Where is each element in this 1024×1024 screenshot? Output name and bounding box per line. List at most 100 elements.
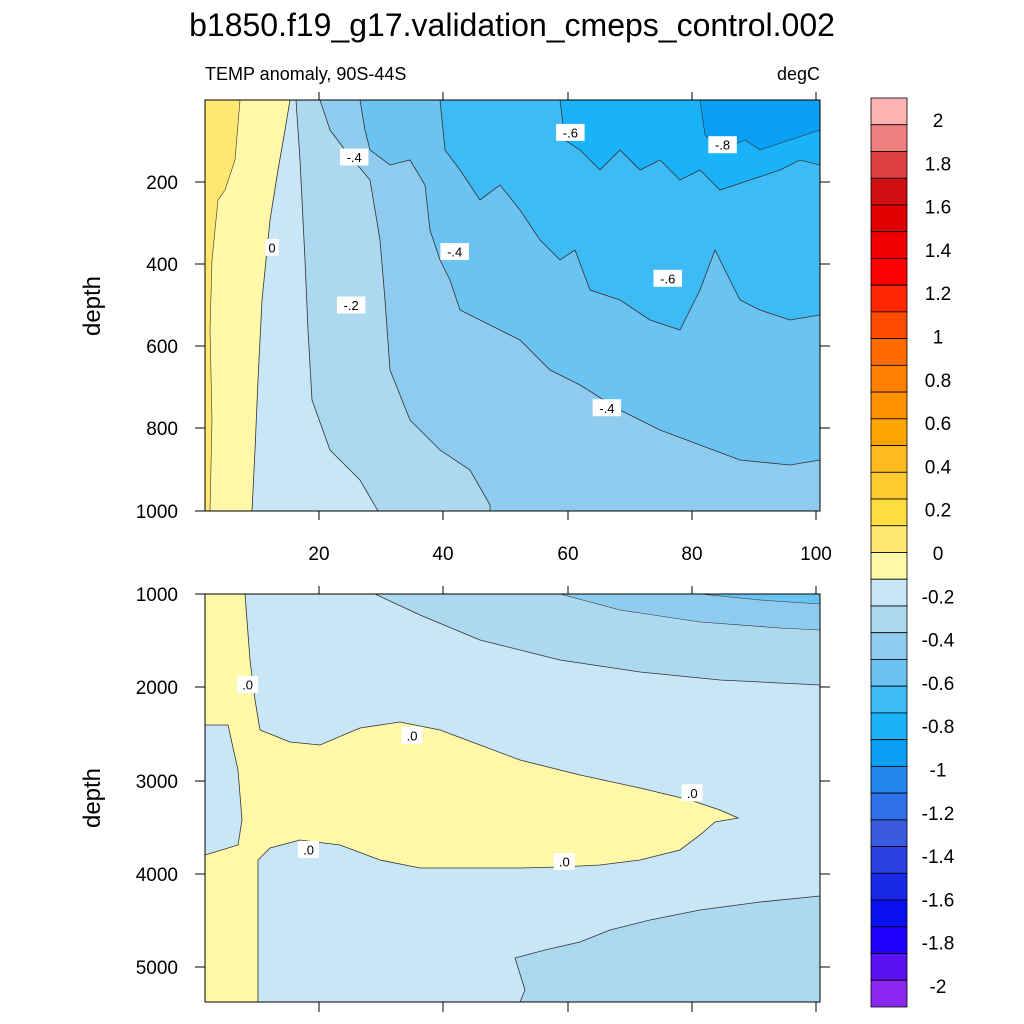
contour-label-bg <box>592 399 622 417</box>
colorbar-swatch <box>870 552 908 580</box>
colorbar-swatch <box>870 391 908 420</box>
colorbar-swatch <box>870 765 908 794</box>
colorbar-swatch <box>870 792 908 821</box>
contour-label-bg <box>556 123 585 141</box>
figure-title: b1850.f19_g17.validation_cmeps_control.0… <box>189 7 835 43</box>
colorbar-swatch <box>870 97 908 126</box>
colorbar-swatch <box>870 953 908 981</box>
colorbar-label: 1.4 <box>925 241 952 262</box>
top-subtitle-right: degC <box>777 64 820 84</box>
top-xtick-label: 40 <box>432 544 453 565</box>
contour-label-bg <box>553 852 575 870</box>
bottom-ytick-label: 4000 <box>136 865 178 886</box>
top-ytick-label: 800 <box>146 419 178 440</box>
top-ytick-label: 600 <box>146 337 178 358</box>
colorbar-swatch <box>870 578 908 607</box>
colorbar-swatch <box>870 846 908 874</box>
colorbar-label: 1 <box>933 328 944 349</box>
colorbar-swatch <box>870 819 908 847</box>
colorbar-swatch <box>870 739 908 767</box>
top-xaxis: 20 40 60 80 100 <box>308 92 832 565</box>
colorbar-label: -0.4 <box>922 631 955 652</box>
contour-label: -.6 <box>660 271 675 286</box>
colorbar-swatch <box>870 685 908 714</box>
top-ylabel: depth <box>79 276 106 336</box>
colorbar: 2 1.8 1.6 1.4 1.2 1 0.8 0.6 0.4 0.2 0 -0.2 -0.4 -0.6 -… <box>870 97 955 1008</box>
contour-label-bg <box>708 136 737 154</box>
colorbar-label: 1.8 <box>925 154 951 175</box>
top-plot-frame <box>204 99 821 512</box>
colorbar-swatch <box>870 418 908 446</box>
colorbar-label: 1.6 <box>925 198 951 219</box>
contour-label: -.6 <box>563 125 578 140</box>
top-subtitle-left: TEMP anomaly, 90S-44S <box>205 64 406 84</box>
contour-label-bg <box>237 675 259 693</box>
top-xtick-label: 20 <box>308 544 329 565</box>
colorbar-swatch <box>870 471 908 500</box>
colorbar-label: -0.6 <box>922 674 955 695</box>
colorbar-label: 2 <box>933 111 944 132</box>
top-xtick-label: 80 <box>681 544 702 565</box>
colorbar-swatch <box>870 979 908 1008</box>
contour-label-bg <box>440 243 469 261</box>
colorbar-swatch <box>870 712 908 741</box>
top-ytick-label: 200 <box>146 173 178 194</box>
bottom-ytick-label: 2000 <box>136 678 178 699</box>
top-panel: TEMP anomaly, 90S-44S degC depth <box>79 64 832 565</box>
colorbar-swatch <box>870 659 908 687</box>
colorbar-swatch <box>870 632 908 660</box>
contour-label-bg <box>336 296 366 314</box>
colorbar-swatch <box>870 364 908 393</box>
contour-label: -.4 <box>447 245 462 260</box>
contour-label: 0 <box>268 240 275 255</box>
top-contour-fills <box>205 100 820 511</box>
contour-label: -.8 <box>715 138 730 153</box>
contour-label: -.4 <box>347 150 362 165</box>
colorbar-label: 0.2 <box>925 501 951 522</box>
top-xtick-label: 60 <box>557 544 578 565</box>
top-xtick-label: 100 <box>800 544 832 565</box>
colorbar-label: -1.4 <box>922 847 955 868</box>
top-ytick-label: 400 <box>146 255 178 276</box>
colorbar-swatch <box>870 899 908 928</box>
colorbar-swatch <box>870 284 908 313</box>
colorbar-swatch <box>870 231 908 259</box>
colorbar-label: -2 <box>930 977 947 998</box>
colorbar-swatch <box>870 258 908 286</box>
bottom-ytick-label: 1000 <box>136 585 178 606</box>
contour-label: .0 <box>303 842 314 857</box>
colorbar-swatch <box>870 445 908 473</box>
colorbar-label: -0.8 <box>922 717 955 738</box>
colorbar-swatch <box>870 124 908 152</box>
colorbar-swatches <box>870 97 908 1008</box>
top-yaxis: 200 400 600 800 1000 <box>136 173 830 523</box>
contour-label-bg <box>653 269 683 287</box>
colorbar-swatch <box>870 525 908 553</box>
contour-label-bg <box>298 840 320 858</box>
contour-label-bg <box>339 148 369 166</box>
colorbar-label: -1.6 <box>922 890 955 911</box>
bottom-ytick-label: 5000 <box>136 958 178 979</box>
bottom-ylabel: depth <box>79 768 106 828</box>
colorbar-label: -1.2 <box>922 804 955 825</box>
colorbar-labels: 2 1.8 1.6 1.4 1.2 1 0.8 0.6 0.4 0.2 0 -0.2 -0.4 -0.6 -… <box>922 111 955 998</box>
colorbar-swatch <box>870 605 908 634</box>
contour-label-bg <box>681 784 703 802</box>
contour-label: .0 <box>687 786 698 801</box>
bottom-contour-labels: .0 .0 .0 .0 .0 <box>237 675 703 870</box>
colorbar-label: 0.6 <box>925 414 951 435</box>
colorbar-swatch <box>870 338 908 366</box>
colorbar-swatch <box>870 177 908 206</box>
bottom-yaxis: 1000 2000 3000 4000 5000 <box>136 585 830 979</box>
bottom-ytick-label: 3000 <box>136 772 178 793</box>
colorbar-swatch <box>870 151 908 179</box>
contour-label-bg <box>401 726 423 744</box>
colorbar-swatch <box>870 498 908 527</box>
contour-label: .0 <box>559 854 570 869</box>
colorbar-swatch <box>870 926 908 954</box>
colorbar-label: 0 <box>933 544 944 565</box>
top-ytick-label: 1000 <box>136 502 178 523</box>
contour-label: .0 <box>407 728 418 743</box>
colorbar-label: 1.2 <box>925 284 951 305</box>
